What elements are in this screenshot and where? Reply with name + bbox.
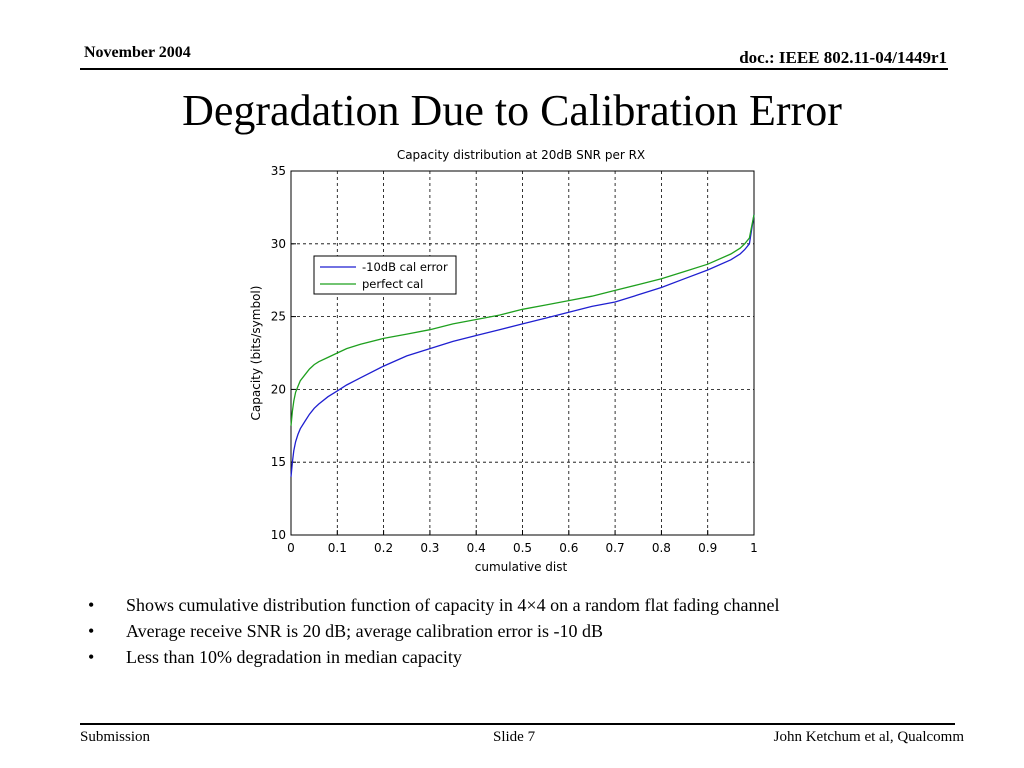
x-axis-label: cumulative dist [475, 560, 568, 574]
chart-legend: -10dB cal error perfect cal [313, 255, 457, 295]
x-tick-label: 0 [287, 541, 295, 555]
x-tick-label: 0.5 [513, 541, 532, 555]
footer-authors: John Ketchum et al, Qualcomm [773, 729, 964, 745]
bullet-text: Less than 10% degradation in median capa… [126, 647, 462, 667]
series-line-cal-error [290, 214, 755, 477]
y-tick-label: 35 [271, 164, 286, 178]
legend-box [313, 255, 457, 295]
legend-label-perfect-cal: perfect cal [362, 277, 423, 291]
x-tick-label: 0.8 [652, 541, 671, 555]
y-tick-label: 25 [271, 310, 286, 324]
y-tick-label: 15 [271, 455, 286, 469]
y-tick-label: 10 [271, 528, 286, 542]
bullet-list: • Shows cumulative distribution function … [86, 595, 926, 673]
footer-submission: Submission [80, 729, 151, 745]
chart-title: Capacity distribution at 20dB SNR per RX [397, 148, 645, 162]
slide-title: Degradation Due to Calibration Error [182, 86, 842, 135]
bullet-dot: • [88, 647, 95, 667]
x-tick-label: 0.2 [374, 541, 393, 555]
bullet-item: • Less than 10% degradation in median cap… [86, 647, 926, 668]
capacity-chart: Capacity distribution at 20dB SNR per RX… [249, 148, 758, 574]
x-tick-label: 0.3 [420, 541, 439, 555]
axis-ticks: 0 0.1 0.2 0.3 0.4 0.5 0.6 0.7 0.8 0.9 1 10 15 20 25 30 3… [271, 164, 758, 555]
bullet-text: Average receive SNR is 20 dB; average ca… [126, 621, 603, 641]
x-tick-label: 0.1 [328, 541, 347, 555]
x-tick-label: 1 [750, 541, 758, 555]
x-tick-label: 0.6 [559, 541, 578, 555]
chart-series [290, 214, 755, 477]
y-tick-label: 20 [271, 382, 286, 396]
header-doc-id: doc.: IEEE 802.11-04/1449r1 [739, 48, 947, 67]
bullet-dot: • [88, 621, 95, 641]
series-line-perfect-cal [290, 214, 755, 426]
bullet-item: • Average receive SNR is 20 dB; average c… [86, 621, 926, 642]
header-rule [80, 68, 948, 70]
y-axis-label: Capacity (bits/symbol) [249, 286, 263, 421]
x-tick-label: 0.7 [606, 541, 625, 555]
header-date: November 2004 [84, 44, 191, 61]
bullet-dot: • [88, 595, 95, 615]
x-tick-label: 0.9 [698, 541, 717, 555]
x-tick-label: 0.4 [467, 541, 486, 555]
bullet-item: • Shows cumulative distribution function … [86, 595, 926, 616]
y-tick-label: 30 [271, 237, 286, 251]
footer-slide-number: Slide 7 [493, 729, 536, 745]
bullet-text: Shows cumulative distribution function o… [126, 595, 780, 615]
chart-grid [291, 171, 754, 535]
footer-rule [80, 723, 955, 725]
legend-label-cal-error: -10dB cal error [362, 260, 448, 274]
